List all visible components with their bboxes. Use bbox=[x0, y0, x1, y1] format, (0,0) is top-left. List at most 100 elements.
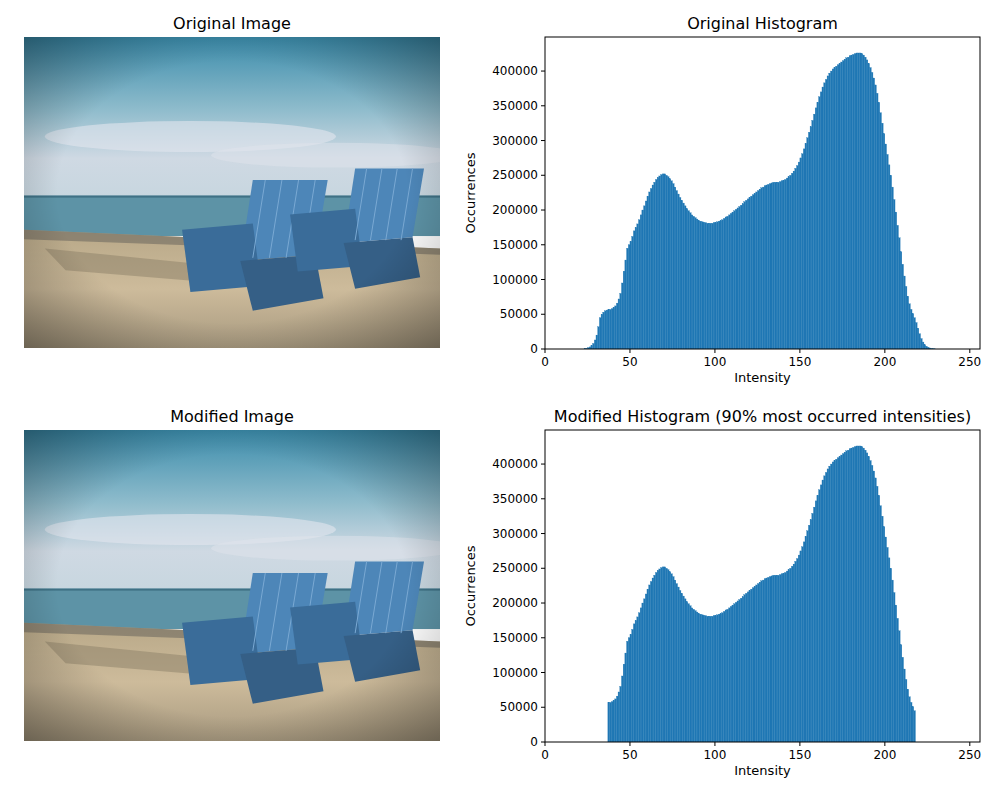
histogram-bar bbox=[875, 85, 877, 349]
histogram-bar bbox=[644, 599, 646, 742]
histogram-bar bbox=[847, 450, 849, 742]
x-tick-label: 100 bbox=[703, 748, 726, 762]
histogram-bar bbox=[846, 451, 848, 742]
histogram-bar bbox=[873, 78, 875, 349]
histogram-bar bbox=[647, 196, 649, 349]
histogram-bar bbox=[853, 447, 855, 742]
histogram-bar bbox=[907, 689, 909, 742]
histogram-bar bbox=[703, 223, 705, 349]
histogram-bar bbox=[881, 123, 883, 349]
y-tick-label: 200000 bbox=[492, 203, 538, 217]
histogram-bar bbox=[900, 252, 902, 349]
histogram-bar bbox=[905, 679, 907, 742]
histogram-bar bbox=[737, 208, 739, 349]
histogram-bar bbox=[649, 585, 651, 742]
x-tick bbox=[629, 742, 630, 746]
histogram-bar bbox=[596, 335, 598, 349]
histogram-bar bbox=[883, 527, 885, 742]
histogram-bar bbox=[824, 83, 826, 349]
histogram-bar bbox=[890, 175, 892, 349]
histogram-panel: 0501001502002500500001000001500002000002… bbox=[463, 14, 981, 385]
y-tick-label: 150000 bbox=[492, 631, 538, 645]
histogram-bar bbox=[657, 177, 659, 349]
x-tick-label: 150 bbox=[788, 355, 811, 369]
histogram-bar bbox=[752, 195, 754, 349]
histogram-bar bbox=[854, 447, 856, 742]
histogram-bar bbox=[669, 179, 671, 349]
histogram-bar bbox=[853, 54, 855, 349]
histogram-bar bbox=[921, 339, 923, 349]
histogram-bar bbox=[744, 595, 746, 742]
histogram-bar bbox=[861, 447, 863, 742]
histogram-bar bbox=[701, 222, 703, 349]
histogram-bar bbox=[820, 485, 822, 742]
histogram-bar bbox=[851, 448, 853, 742]
histogram-bar bbox=[737, 601, 739, 742]
histogram-bar bbox=[710, 616, 712, 742]
x-tick-label: 0 bbox=[541, 355, 549, 369]
histogram-bar bbox=[771, 183, 773, 349]
histogram-bar bbox=[623, 271, 625, 349]
histogram-bar bbox=[667, 570, 669, 742]
histogram-bar bbox=[819, 97, 821, 349]
histogram-bar bbox=[905, 286, 907, 349]
y-tick-label: 50000 bbox=[500, 700, 538, 714]
histogram-bar bbox=[701, 615, 703, 742]
histogram-bar bbox=[778, 575, 780, 742]
histogram-bar bbox=[785, 572, 787, 742]
histogram-bar bbox=[735, 209, 737, 349]
histogram-bar bbox=[888, 558, 890, 742]
histogram-bar bbox=[693, 216, 695, 349]
histogram-panel: 0501001502002500500001000001500002000002… bbox=[463, 407, 981, 778]
histogram-bar bbox=[779, 575, 781, 742]
histogram-bar bbox=[754, 586, 756, 742]
histogram-bar bbox=[734, 604, 736, 742]
histogram-bar bbox=[900, 645, 902, 742]
histogram-bar bbox=[715, 223, 717, 349]
histogram-bar bbox=[824, 476, 826, 742]
histogram-bar bbox=[642, 603, 644, 742]
histogram-bar bbox=[805, 143, 807, 349]
y-tick bbox=[541, 105, 545, 106]
histogram-bar bbox=[856, 53, 858, 349]
histogram-bar bbox=[890, 568, 892, 742]
histogram-bar bbox=[599, 318, 601, 349]
x-tick bbox=[799, 742, 800, 746]
histogram-bar bbox=[783, 573, 785, 742]
y-axis-label: Occurrences bbox=[463, 152, 478, 233]
histogram-bar bbox=[669, 572, 671, 742]
histogram-bar bbox=[873, 471, 875, 742]
histogram-bar bbox=[817, 102, 819, 349]
histogram-bar bbox=[667, 177, 669, 349]
histogram-bar bbox=[630, 634, 632, 742]
histogram-bar bbox=[635, 620, 637, 742]
histogram-bar bbox=[621, 283, 623, 349]
histogram-bar bbox=[766, 578, 768, 742]
histogram-bar bbox=[844, 452, 846, 742]
histogram-bar bbox=[836, 66, 838, 349]
histogram-bar bbox=[795, 561, 797, 742]
histogram-bar bbox=[881, 516, 883, 742]
y-tick bbox=[541, 498, 545, 499]
histogram-bar bbox=[781, 574, 783, 742]
histogram-bar bbox=[710, 223, 712, 349]
histogram-bar bbox=[769, 577, 771, 742]
histogram-bar bbox=[676, 584, 678, 742]
histogram-bar bbox=[722, 613, 724, 742]
histogram-bar bbox=[730, 213, 732, 349]
histogram-bar bbox=[684, 206, 686, 349]
histogram-bar bbox=[910, 702, 912, 742]
histogram-bar bbox=[807, 138, 809, 349]
histogram-bar bbox=[723, 218, 725, 349]
histogram-bar bbox=[773, 575, 775, 742]
histogram-bar bbox=[678, 194, 680, 349]
histogram-bar bbox=[746, 593, 748, 742]
y-tick-label: 300000 bbox=[492, 134, 538, 148]
histogram-bar bbox=[730, 606, 732, 742]
histogram-bar bbox=[642, 210, 644, 349]
histogram-bar bbox=[739, 600, 741, 742]
histogram-bar bbox=[776, 575, 778, 742]
histogram-bar bbox=[922, 342, 924, 349]
histogram-bar bbox=[655, 179, 657, 349]
histogram-bar bbox=[885, 144, 887, 349]
